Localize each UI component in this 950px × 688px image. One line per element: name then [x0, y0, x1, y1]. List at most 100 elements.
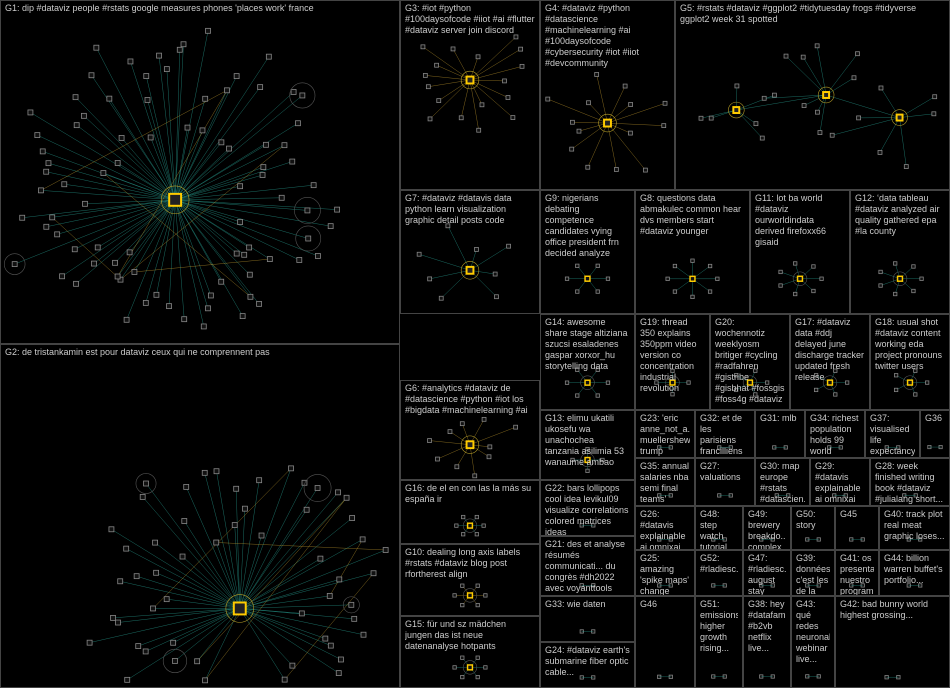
group-panel-g6[interactable]: G6: #analytics #dataviz de #datascience …	[400, 380, 540, 480]
network-edge	[175, 130, 202, 199]
group-panel-g9[interactable]: G9: nigerians debating competence candid…	[540, 190, 635, 314]
network-node	[279, 195, 284, 200]
network-edge	[425, 75, 470, 80]
group-panel-g22[interactable]: G22: bars lollipops cool idea levikul09 …	[540, 480, 635, 536]
network-node	[511, 116, 515, 120]
group-panel-g5[interactable]: G5: #rstats #dataviz #ggplot2 #tidytuesd…	[675, 0, 950, 190]
network-node	[596, 290, 599, 293]
network-node	[596, 264, 599, 267]
group-panel-g13[interactable]: G13: elimu ukatili ukosefu wa unachochea…	[540, 410, 635, 480]
network-node	[44, 224, 49, 229]
group-panel-g20[interactable]: G20: wochennotiz weeklyosm britiger #cyc…	[710, 314, 790, 410]
group-panel-g37[interactable]: G37: visualised life expectancy birth co…	[865, 410, 920, 458]
network-node	[461, 675, 464, 678]
panel-label: G20: wochennotiz weeklyosm britiger #cyc…	[715, 317, 785, 405]
network-node	[815, 44, 819, 48]
group-panel-g15[interactable]: G15: für und sz mädchen jungen das ist n…	[400, 616, 540, 688]
network-node	[101, 171, 106, 176]
network-node	[801, 55, 805, 59]
group-panel-g36[interactable]: G36	[920, 410, 950, 458]
group-panel-g32[interactable]: G32: et de les parisiens francilliens ne…	[695, 410, 755, 458]
network-node	[476, 656, 479, 659]
group-panel-g50[interactable]: G50: story	[791, 506, 835, 550]
group-panel-g25[interactable]: G25: amazing 'spike maps' change earth d…	[635, 550, 695, 596]
network-node	[55, 232, 60, 237]
group-panel-g34[interactable]: G34: richest population holds 99 world w…	[805, 410, 865, 458]
network-node	[44, 169, 49, 174]
group-panel-g39[interactable]: G39: données c'est les de la avoir des b…	[791, 550, 835, 596]
network-node	[576, 264, 579, 267]
network-node	[793, 292, 796, 295]
group-panel-g19[interactable]: G19: thread 350 explains 350ppm video ve…	[635, 314, 710, 410]
network-node	[238, 220, 243, 225]
group-panel-g44[interactable]: G44: billion warren buffet's portfolio..…	[879, 550, 950, 596]
group-panel-g31[interactable]: G31: mlb	[755, 410, 805, 458]
group-panel-g29[interactable]: G29: #datavis explainable ai omnixai #le…	[810, 458, 870, 506]
network-node	[169, 194, 181, 206]
panel-label: G14: awesome share stage altiziana szucs…	[545, 317, 630, 372]
network-graph	[636, 597, 694, 687]
network-node	[335, 207, 340, 212]
group-panel-g33[interactable]: G33: wie daten	[540, 596, 635, 642]
network-node	[477, 128, 481, 132]
group-panel-g16[interactable]: G16: de el en con las la más su españa i…	[400, 480, 540, 544]
network-node	[798, 276, 803, 281]
group-panel-g14[interactable]: G14: awesome share stage altiziana szucs…	[540, 314, 635, 410]
network-edge	[183, 557, 240, 609]
group-panel-g40[interactable]: G40: track plot real meat graphic loses.…	[879, 506, 950, 550]
network-node	[448, 430, 452, 434]
group-panel-g41[interactable]: G41: os presenta... nuestro program...	[835, 550, 879, 596]
group-panel-g4[interactable]: G4: #dataviz #python #datascience #machi…	[540, 0, 675, 190]
network-node	[113, 260, 118, 265]
group-panel-g48[interactable]: G48: step watch tutorial learn build #ju…	[695, 506, 743, 550]
group-panel-g38[interactable]: G38: hey #datafam #b2vb netflix live...	[743, 596, 791, 688]
group-panel-g45[interactable]: G45	[835, 506, 879, 550]
network-node	[184, 484, 189, 489]
group-panel-g30[interactable]: G30: map europe #rstats #datascien... #d…	[755, 458, 810, 506]
network-edge	[430, 441, 470, 445]
group-panel-g52[interactable]: G52: #rladiesc...	[695, 550, 743, 596]
network-node	[475, 533, 478, 536]
network-node	[468, 593, 473, 598]
group-panel-g12[interactable]: G12: ‘data tableau #dataviz analyzed air…	[850, 190, 950, 314]
group-panel-g35[interactable]: G35: annual salaries nba semi final team…	[635, 458, 695, 506]
group-panel-g8[interactable]: G8: questions data abmakulec common hear…	[635, 190, 750, 314]
panel-label: G41: os presenta... nuestro program...	[840, 553, 874, 596]
group-panel-g43[interactable]: G43: qué redes neuronal webinar live...	[791, 596, 835, 688]
group-panel-g17[interactable]: G17: #dataviz data #ddj delayed june dis…	[790, 314, 870, 410]
network-node	[699, 116, 703, 120]
group-panel-g51[interactable]: G51: emissions higher growth rising...	[695, 596, 743, 688]
group-panel-g47[interactable]: G47: #rladiesc... august stay tuned upda…	[743, 550, 791, 596]
group-panel-g3[interactable]: G3: #iot #python #100daysofcode #iiot #a…	[400, 0, 540, 190]
group-panel-g21[interactable]: G21: des et analyse résumés communicati.…	[540, 536, 635, 596]
group-panel-g10[interactable]: G10: dealing long axis labels #rstats #d…	[400, 544, 540, 616]
group-panel-g1[interactable]: G1: dip #dataviz people #rstats google m…	[0, 0, 400, 344]
network-node	[662, 124, 666, 128]
group-panel-g11[interactable]: G11: lot ba world #dataviz ourworldindat…	[750, 190, 850, 314]
network-node	[305, 208, 310, 213]
group-panel-g7[interactable]: G7: #dataviz #datavis data python learn …	[400, 190, 540, 314]
network-node	[570, 147, 574, 151]
group-panel-g49[interactable]: G49: brewery breakdo... complex aromatic…	[743, 506, 791, 550]
network-node	[171, 640, 176, 645]
network-node	[282, 143, 287, 148]
network-edge	[285, 573, 374, 679]
network-node	[772, 93, 776, 97]
network-node	[261, 165, 266, 170]
group-panel-g27[interactable]: G27: valuations	[695, 458, 755, 506]
panel-label: G18: usual shot #dataviz content working…	[875, 317, 945, 372]
group-panel-g23[interactable]: G23: 'eric anne_not_a... muellershewr...…	[635, 410, 695, 458]
group-panel-g28[interactable]: G28: week finished writing book #dataviz…	[870, 458, 950, 506]
network-node	[153, 540, 158, 545]
network-node	[493, 272, 497, 276]
group-panel-g46[interactable]: G46	[635, 596, 695, 688]
network-node	[904, 165, 908, 169]
network-node	[144, 74, 149, 79]
group-panel-g2[interactable]: G2: de tristankamin est pour dataviz ceu…	[0, 344, 400, 688]
network-node	[784, 54, 788, 58]
group-panel-g42[interactable]: G42: bad bunny world highest grossing...	[835, 596, 950, 688]
group-panel-g24[interactable]: G24: #dataviz earth's submarine fiber op…	[540, 642, 635, 688]
group-panel-g18[interactable]: G18: usual shot #dataviz content working…	[870, 314, 950, 410]
group-panel-g26[interactable]: G26: #datavis explainable ai omnixai #le…	[635, 506, 695, 550]
network-node	[814, 388, 817, 391]
